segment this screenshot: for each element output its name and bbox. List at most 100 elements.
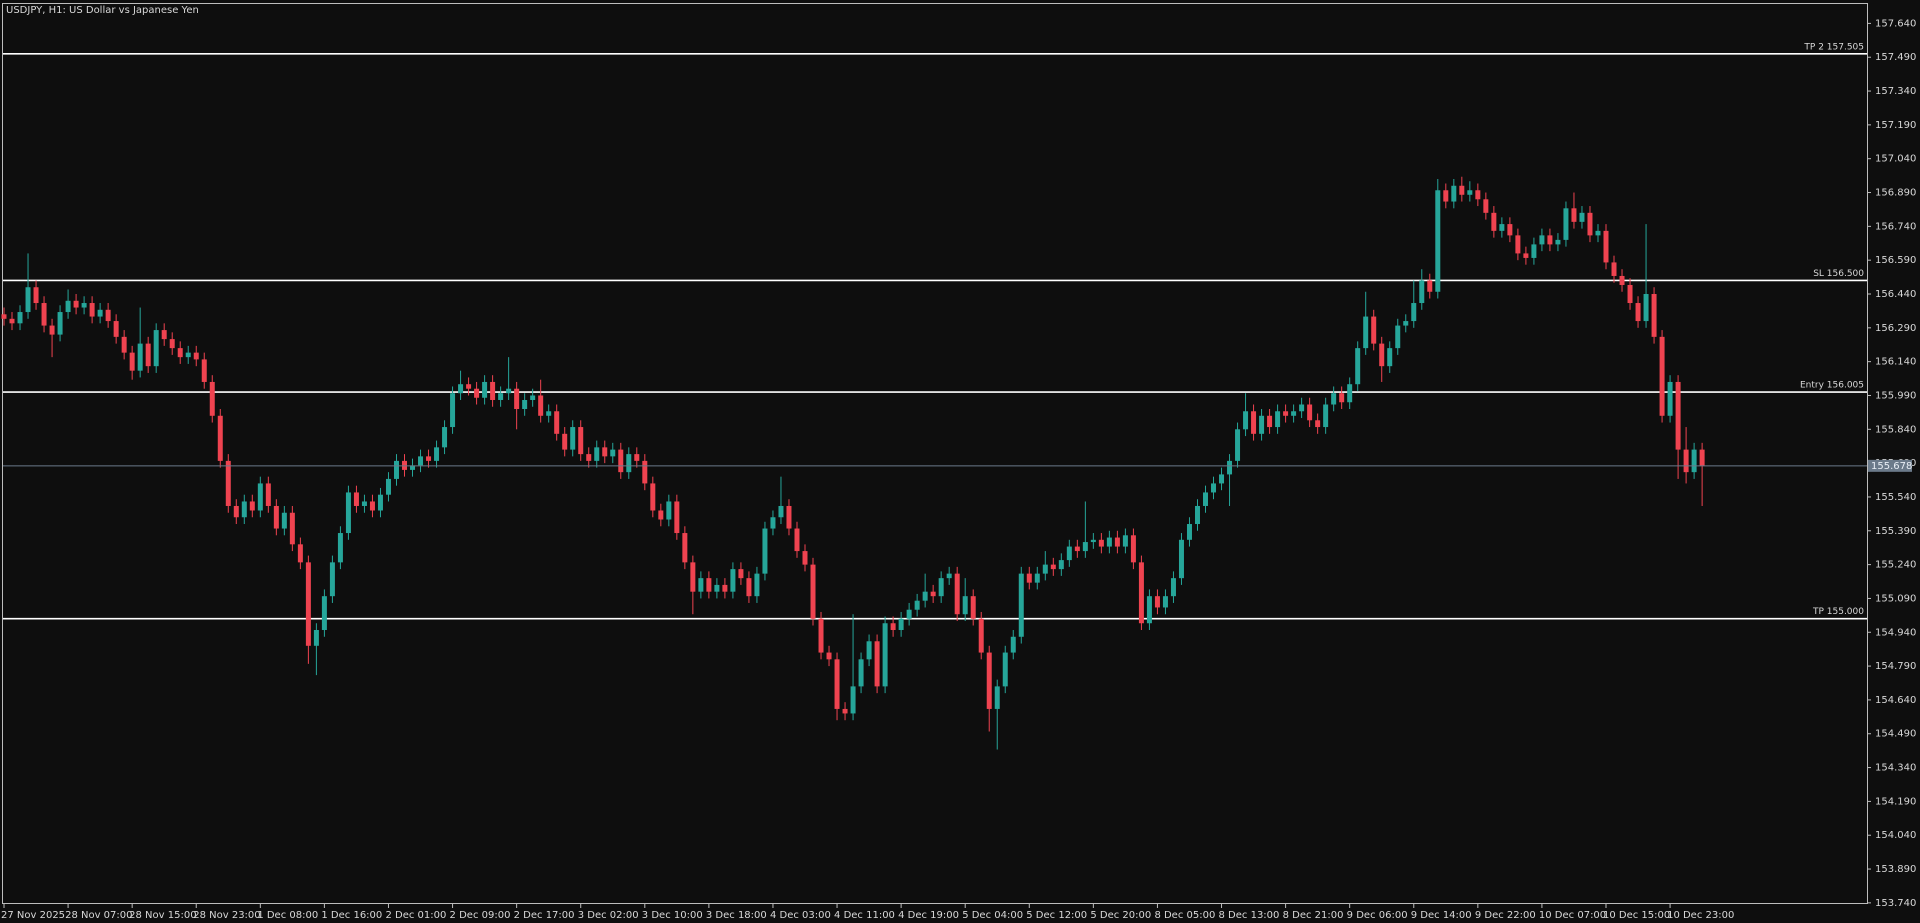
candle-body bbox=[1058, 560, 1064, 570]
candle-body bbox=[842, 708, 848, 714]
candle-body bbox=[1146, 596, 1152, 624]
candle-body bbox=[730, 569, 736, 592]
x-tick-label: 3 Dec 10:00 bbox=[642, 910, 703, 921]
level-label: TP 2 157.505 bbox=[1803, 42, 1864, 52]
candle-body bbox=[193, 352, 199, 360]
candle-body bbox=[546, 411, 552, 416]
candle-body bbox=[265, 483, 271, 506]
candle-body bbox=[674, 501, 680, 534]
candle-body bbox=[1395, 325, 1401, 349]
candle-body bbox=[1307, 404, 1313, 421]
current-price-box bbox=[1868, 459, 1912, 472]
y-tick-label: 157.040 bbox=[1875, 154, 1916, 165]
candle-body bbox=[866, 641, 872, 660]
candle-body bbox=[1699, 449, 1705, 466]
candle-body bbox=[9, 318, 15, 324]
candle-body bbox=[97, 309, 103, 317]
candle-body bbox=[1130, 535, 1136, 563]
candle-body bbox=[1331, 393, 1337, 405]
candle-body bbox=[1651, 294, 1657, 337]
candle-body bbox=[986, 652, 992, 709]
candle-body bbox=[1034, 573, 1040, 583]
candle-body bbox=[1315, 420, 1321, 428]
candle-body bbox=[153, 330, 159, 367]
candle-body bbox=[1219, 474, 1225, 484]
candle-body bbox=[1074, 546, 1080, 552]
candle-body bbox=[81, 303, 87, 308]
candle-body bbox=[1194, 505, 1200, 525]
candle-body bbox=[1259, 415, 1265, 434]
candle-body bbox=[1475, 190, 1481, 200]
candle-body bbox=[233, 505, 239, 518]
y-tick-label: 154.790 bbox=[1875, 661, 1916, 672]
candle-body bbox=[1227, 460, 1233, 475]
x-tick-label: 27 Nov 2025 bbox=[1, 910, 65, 921]
candle-body bbox=[1186, 524, 1192, 540]
candle-body bbox=[1579, 212, 1585, 222]
x-tick-label: 10 Dec 23:00 bbox=[1667, 910, 1734, 921]
candle-body bbox=[305, 562, 311, 646]
candle-body bbox=[642, 460, 648, 484]
candle-body bbox=[1619, 275, 1625, 285]
x-tick-label: 10 Dec 15:00 bbox=[1603, 910, 1670, 921]
candle-body bbox=[1691, 449, 1697, 473]
candle-body bbox=[650, 483, 656, 511]
x-tick-label: 8 Dec 13:00 bbox=[1219, 910, 1280, 921]
candle-body bbox=[1411, 303, 1417, 322]
candle-body bbox=[1643, 294, 1649, 322]
candle-body bbox=[1243, 411, 1249, 430]
candle-body bbox=[121, 336, 127, 353]
candle-body bbox=[1379, 343, 1385, 367]
y-tick-label: 155.240 bbox=[1875, 560, 1916, 571]
candle-body bbox=[1595, 230, 1601, 236]
candle-body bbox=[1251, 411, 1257, 434]
candle-body bbox=[1603, 230, 1609, 263]
candle-body bbox=[1675, 381, 1681, 450]
candle-body bbox=[978, 618, 984, 653]
candle-body bbox=[1018, 573, 1024, 637]
candle-body bbox=[1002, 652, 1008, 687]
x-tick-label: 9 Dec 06:00 bbox=[1347, 910, 1408, 921]
level-label: SL 156.500 bbox=[1813, 269, 1864, 279]
candle-body bbox=[281, 512, 287, 529]
candle-body bbox=[442, 427, 448, 448]
candle-body bbox=[113, 321, 119, 337]
candle-body bbox=[930, 591, 936, 597]
y-tick-label: 156.740 bbox=[1875, 221, 1916, 232]
candle-body bbox=[506, 388, 512, 394]
candle-body bbox=[297, 544, 303, 563]
candle-body bbox=[1531, 244, 1537, 258]
candle-body bbox=[554, 411, 560, 434]
candle-body bbox=[289, 512, 295, 545]
candle-body bbox=[970, 596, 976, 619]
x-tick-label: 3 Dec 02:00 bbox=[578, 910, 639, 921]
y-tick-label: 155.540 bbox=[1875, 492, 1916, 503]
candle-body bbox=[1098, 539, 1104, 547]
y-tick-label: 154.640 bbox=[1875, 695, 1916, 706]
x-tick-label: 9 Dec 14:00 bbox=[1411, 910, 1472, 921]
candle-body bbox=[666, 501, 672, 520]
candle-body bbox=[466, 384, 472, 389]
candle-body bbox=[530, 395, 536, 400]
candle-body bbox=[722, 584, 728, 592]
candle-body bbox=[946, 573, 952, 579]
candle-body bbox=[658, 510, 664, 520]
y-tick-label: 156.890 bbox=[1875, 188, 1916, 199]
candle-body bbox=[1563, 208, 1569, 240]
candle-body bbox=[25, 287, 31, 313]
candle-body bbox=[377, 494, 383, 511]
candle-body bbox=[1082, 542, 1088, 552]
candle-body bbox=[954, 573, 960, 615]
candle-body bbox=[1154, 596, 1160, 608]
candle-body bbox=[698, 578, 704, 592]
candle-body bbox=[1114, 537, 1120, 547]
candle-body bbox=[1371, 316, 1377, 344]
y-tick-label: 154.940 bbox=[1875, 627, 1916, 638]
candle-body bbox=[353, 492, 359, 506]
y-tick-label: 157.340 bbox=[1875, 86, 1916, 97]
candle-body bbox=[778, 505, 784, 518]
candle-body bbox=[89, 303, 95, 317]
candle-body bbox=[490, 381, 496, 400]
candle-body bbox=[522, 399, 528, 410]
candle-body bbox=[914, 600, 920, 610]
